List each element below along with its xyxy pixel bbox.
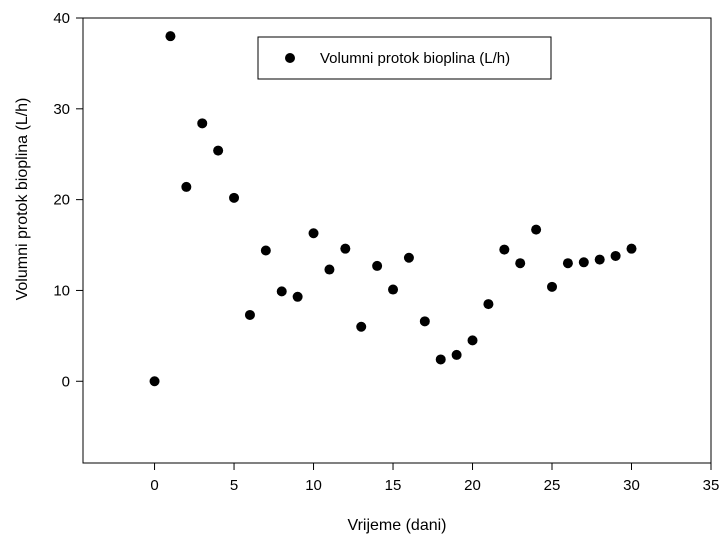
x-tick-label: 10 — [305, 477, 322, 494]
data-point — [610, 250, 621, 261]
x-tick-label: 35 — [703, 477, 719, 494]
data-point — [244, 309, 255, 320]
legend: Volumni protok bioplina (L/h) — [257, 36, 552, 80]
x-tick-label: 20 — [464, 477, 481, 494]
data-point — [435, 354, 446, 365]
data-point — [372, 260, 383, 271]
data-point — [181, 181, 192, 192]
x-tick-label: 0 — [150, 477, 158, 494]
data-point — [467, 335, 478, 346]
data-point — [308, 228, 319, 239]
data-point — [515, 258, 526, 269]
data-point — [547, 281, 558, 292]
data-point — [149, 376, 160, 387]
data-point — [499, 244, 510, 255]
data-point — [197, 118, 208, 129]
data-point — [356, 321, 367, 332]
data-point — [562, 258, 573, 269]
data-point — [419, 316, 430, 327]
y-axis-title: Volumni protok bioplina (L/h) — [14, 98, 31, 301]
x-axis: 0 5 10 15 20 25 30 35 — [150, 463, 719, 494]
legend-marker — [285, 53, 295, 63]
x-tick-label: 30 — [623, 477, 640, 494]
legend-box — [257, 36, 552, 80]
data-point — [626, 243, 637, 254]
y-tick-label: 0 — [62, 373, 70, 390]
x-tick-label: 5 — [230, 477, 238, 494]
plot-frame — [82, 17, 712, 464]
data-point — [276, 286, 287, 297]
data-point — [165, 31, 176, 42]
data-point — [388, 284, 399, 295]
data-point — [260, 245, 271, 256]
legend-label: Volumni protok bioplina (L/h) — [320, 50, 510, 67]
data-point — [594, 254, 605, 265]
data-point — [403, 252, 414, 263]
data-points — [149, 31, 637, 387]
x-tick-label: 25 — [544, 477, 561, 494]
data-point — [483, 299, 494, 310]
x-tick-label: 15 — [385, 477, 402, 494]
data-point — [578, 257, 589, 268]
y-tick-label: 10 — [53, 282, 70, 299]
y-tick-label: 20 — [53, 192, 70, 209]
plot-area — [82, 17, 712, 464]
y-tick-label: 40 — [53, 10, 70, 27]
data-point — [324, 264, 335, 275]
data-point — [292, 291, 303, 302]
data-point — [213, 145, 224, 156]
data-point — [229, 192, 240, 203]
x-axis-title: Vrijeme (dani) — [348, 517, 447, 534]
data-point — [531, 224, 542, 235]
data-point — [340, 243, 351, 254]
y-axis: 0 10 20 30 40 — [53, 10, 83, 390]
data-point — [451, 349, 462, 360]
y-tick-label: 30 — [53, 101, 70, 118]
